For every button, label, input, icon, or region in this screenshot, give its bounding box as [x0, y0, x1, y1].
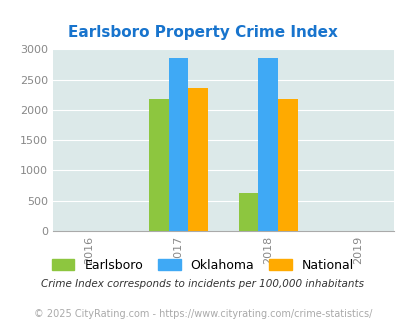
Text: Earlsboro Property Crime Index: Earlsboro Property Crime Index	[68, 25, 337, 41]
Bar	[277, 98, 297, 231]
Legend: Earlsboro, Oklahoma, National: Earlsboro, Oklahoma, National	[47, 254, 358, 277]
Text: Crime Index corresponds to incidents per 100,000 inhabitants: Crime Index corresponds to incidents per…	[41, 279, 364, 289]
Bar	[238, 193, 258, 231]
Bar	[168, 58, 188, 231]
Bar	[149, 99, 168, 231]
Bar	[258, 58, 277, 231]
Bar	[188, 88, 207, 231]
Text: © 2025 CityRating.com - https://www.cityrating.com/crime-statistics/: © 2025 CityRating.com - https://www.city…	[34, 309, 371, 319]
